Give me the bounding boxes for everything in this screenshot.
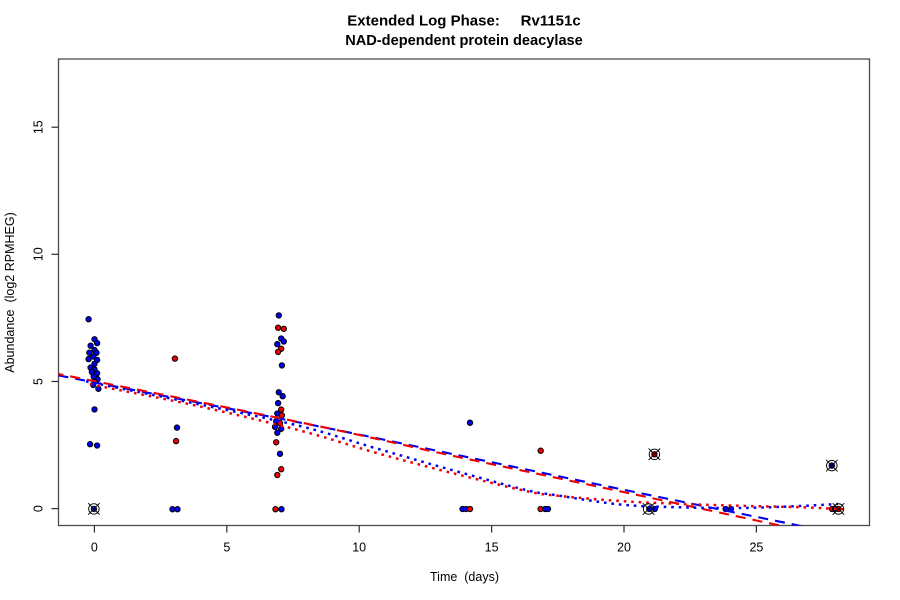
svg-text:Abundance (log2 RPMHEG): Abundance (log2 RPMHEG)	[3, 212, 17, 373]
svg-text:Time (days): Time (days)	[430, 570, 499, 584]
svg-text:NAD-dependent protein deacylas: NAD-dependent protein deacylase	[345, 33, 583, 49]
svg-text:15: 15	[485, 541, 499, 555]
svg-text:10: 10	[352, 541, 366, 555]
svg-text:5: 5	[31, 378, 45, 385]
svg-text:15: 15	[31, 120, 45, 134]
svg-text:0: 0	[31, 505, 45, 512]
svg-text:25: 25	[749, 541, 763, 555]
svg-text:10: 10	[31, 247, 45, 261]
svg-text:Extended Log Phase: Rv1151: Extended Log Phase: Rv1151c	[347, 12, 580, 29]
svg-text:0: 0	[91, 541, 98, 555]
svg-text:5: 5	[223, 541, 230, 555]
svg-text:20: 20	[617, 541, 631, 555]
